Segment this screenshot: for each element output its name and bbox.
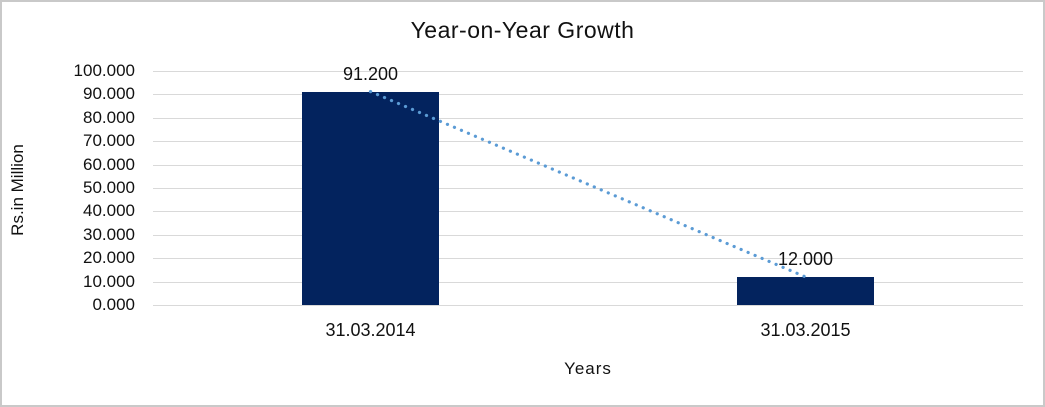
gridline — [153, 234, 1023, 236]
y-tick-label: 60.000 — [83, 154, 135, 174]
y-tick-label: 40.000 — [83, 201, 135, 221]
bar-31.03.2015 — [737, 276, 874, 305]
y-tick-label: 20.000 — [83, 248, 135, 268]
gridline — [153, 305, 1023, 306]
y-axis-tick-labels: 0.000 10.000 20.000 30.000 40.000 50.000 60.00… — [42, 61, 135, 314]
chart-title: Year-on-Year Growth — [410, 17, 635, 43]
y-tick-label: 30.000 — [83, 224, 135, 244]
gridline — [153, 164, 1023, 166]
y-axis-title: Rs.in Million — [8, 144, 27, 236]
gridline — [153, 117, 1023, 119]
bar-31.03.2014 — [302, 91, 439, 305]
plot-area: 91.200 12.000 — [153, 64, 1023, 306]
gridline — [153, 258, 1023, 260]
x-tick-label: 31.03.2015 — [760, 320, 851, 340]
x-axis-tick-labels: 31.03.2014 31.03.2015 — [153, 319, 1023, 343]
gridline — [153, 211, 1023, 213]
gridline — [153, 71, 1023, 72]
y-tick-label: 70.000 — [83, 131, 135, 151]
y-tick-label: 10.000 — [83, 271, 135, 291]
gridline — [153, 94, 1023, 96]
y-tick-label: 80.000 — [83, 107, 135, 127]
y-tick-label: 50.000 — [83, 178, 135, 197]
y-tick-label: 100.000 — [73, 61, 135, 80]
gridline — [153, 281, 1023, 283]
y-tick-label: 90.000 — [83, 84, 135, 104]
gridline — [153, 141, 1023, 143]
data-label: 91.200 — [342, 63, 399, 84]
data-label: 12.000 — [777, 248, 834, 269]
x-tick-label: 31.03.2014 — [325, 320, 416, 340]
y-tick-label: 0.000 — [92, 295, 135, 314]
x-axis-title: Years — [564, 359, 612, 378]
gridline — [153, 188, 1023, 189]
